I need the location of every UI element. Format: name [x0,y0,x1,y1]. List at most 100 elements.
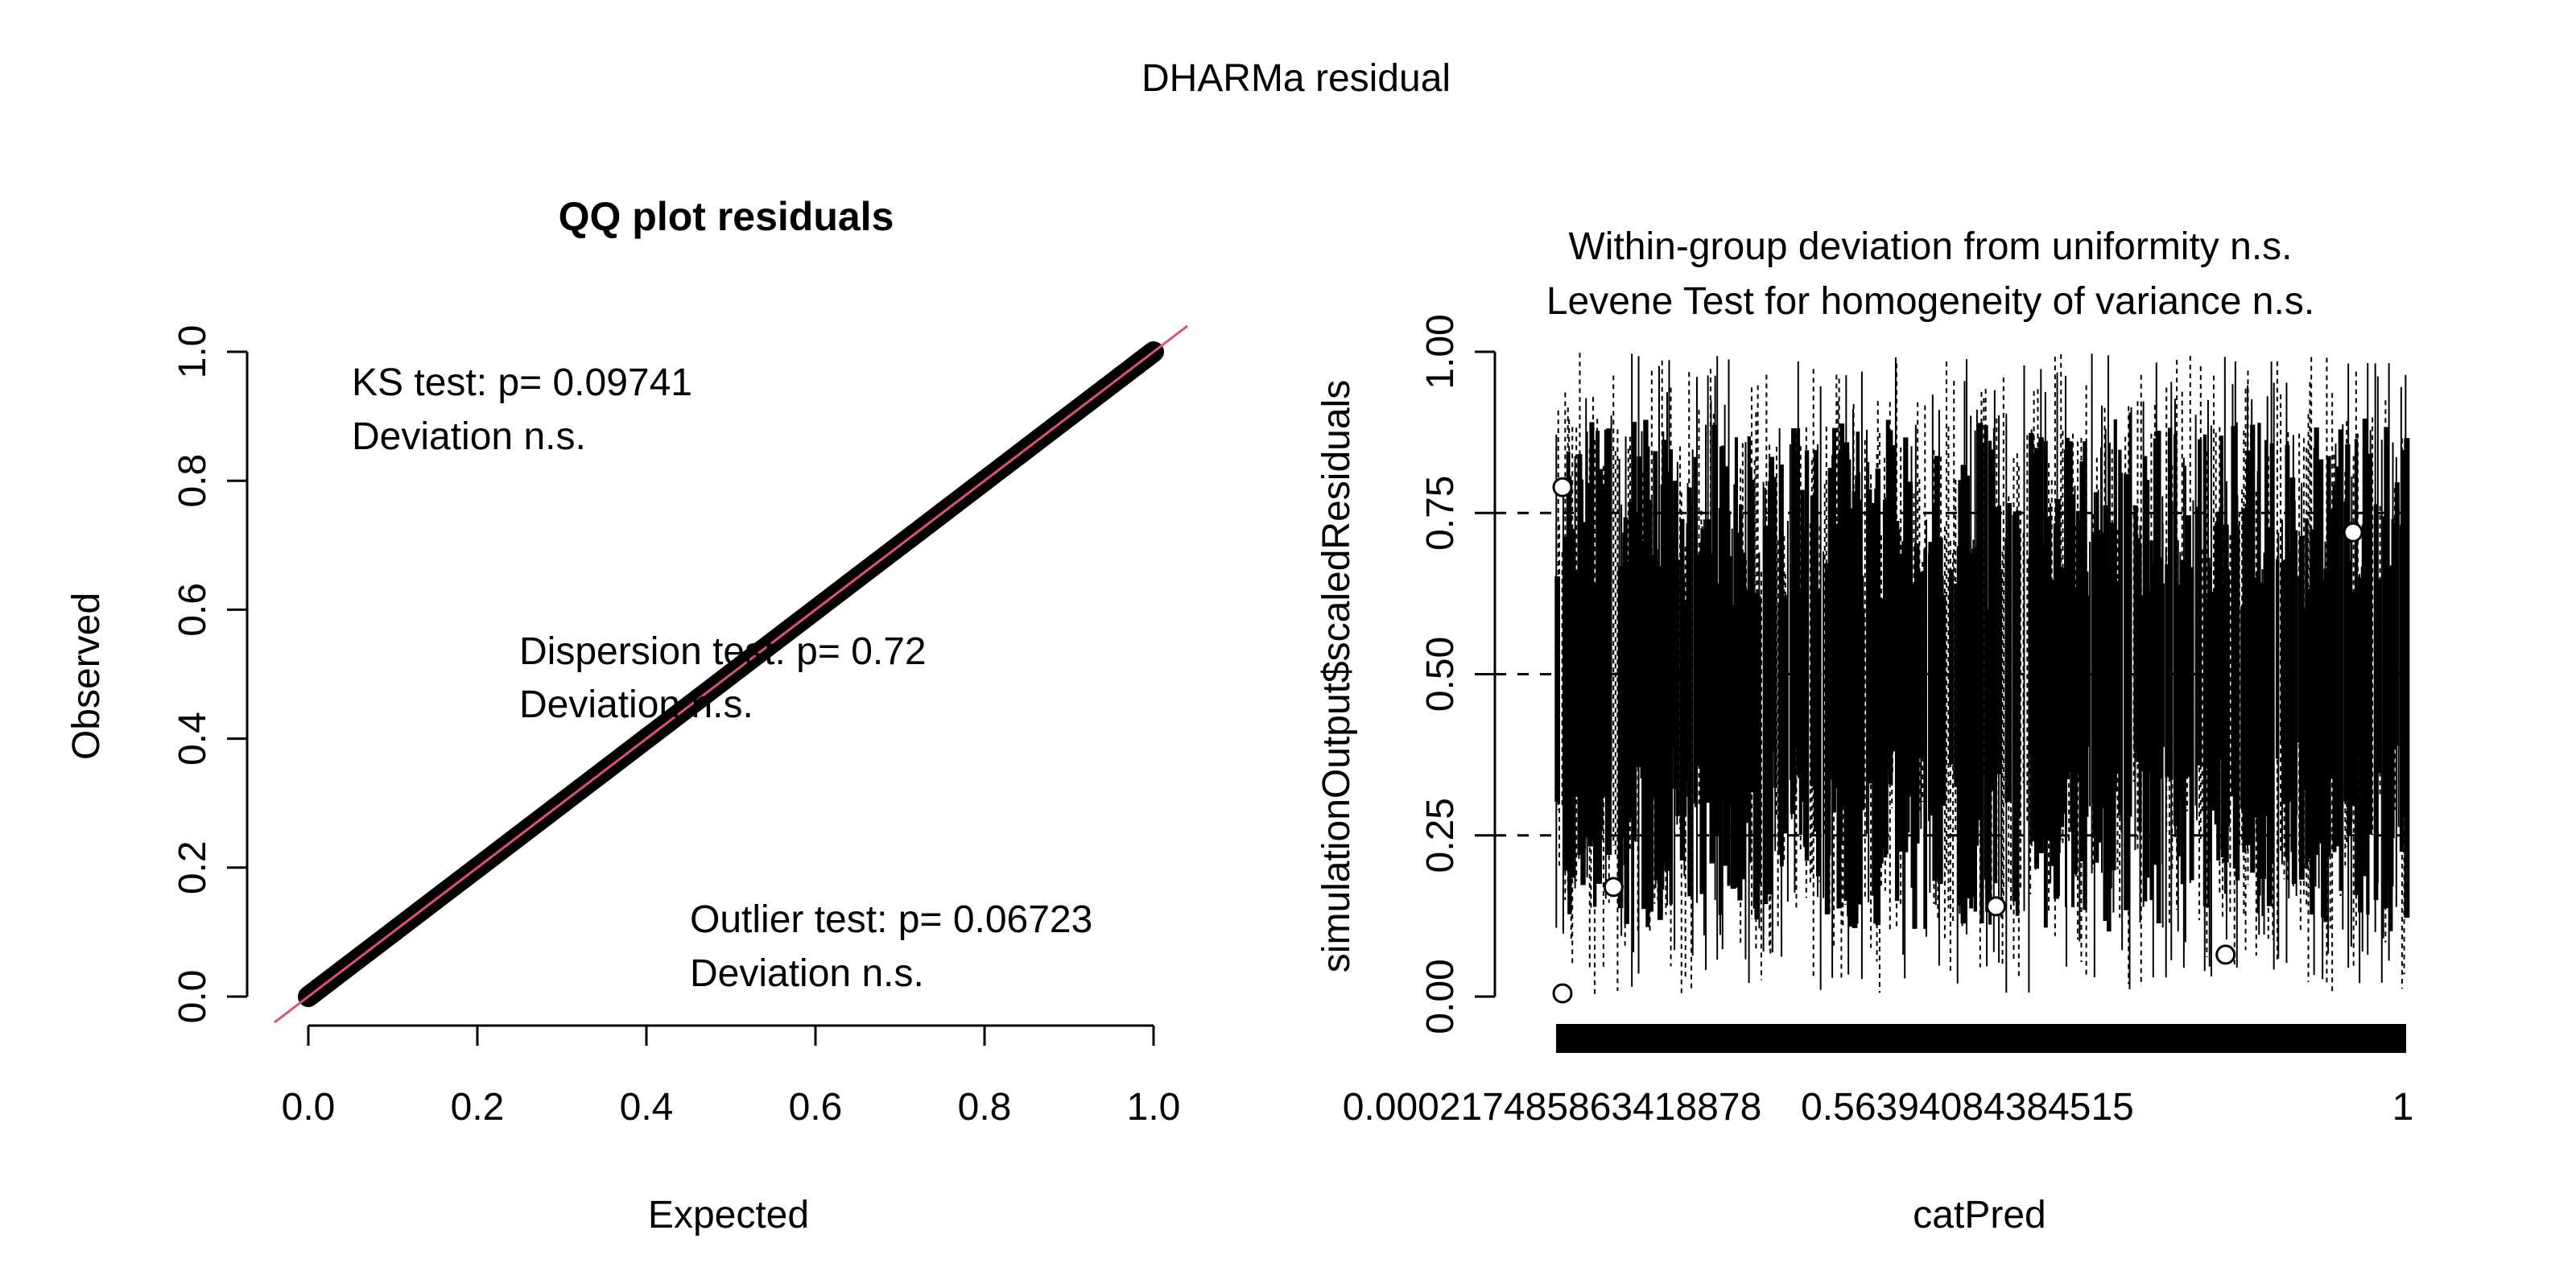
box-body [2358,577,2363,913]
box-y-tick-label: 0.75 [1419,476,1462,551]
box-y-tick-label: 0.50 [1419,637,1462,712]
box-body [1617,566,1624,909]
box-body [1749,479,1755,793]
box-body [1973,559,1977,912]
box-body [2139,595,2145,772]
residual-vs-predictor-panel: Within-group deviation from uniformity n… [1315,225,2413,1236]
qq-x-tick-label: 0.2 [451,1086,505,1129]
box-body [2036,565,2041,819]
qq-x-tick-label: 0.8 [958,1086,1012,1129]
box-body [2169,502,2174,779]
box-body [1815,588,1821,877]
box-body [2257,423,2261,896]
box-body [2266,526,2273,906]
box-body [2133,505,2138,752]
box-body [2293,530,2298,815]
box-body [1687,487,1692,897]
box-body [1777,605,1781,855]
box-body [2076,510,2080,773]
box-x-tick-label-last: 1 [2392,1086,2414,1129]
uniformity-test-title: Within-group deviation from uniformity n… [1568,225,2292,268]
box-body [1941,594,1946,806]
box-body [1563,536,1568,871]
box-body [2246,450,2251,840]
box-body [1554,576,1560,803]
box-body [1567,476,1572,914]
box-body [1673,481,1678,789]
outlier-test-deviation: Deviation n.s. [690,952,924,995]
box-body [1800,489,1805,802]
box-outlier-point [2215,944,2236,965]
box-body [2332,485,2337,852]
box-body [1730,605,1736,890]
box-body [1873,598,1877,924]
box-body [2384,427,2388,909]
box-body [2029,507,2035,842]
qq-y-axis-title: Observed [65,592,108,760]
box-outlier-point [1552,983,1573,1004]
box-body [1923,549,1927,929]
box-body [1907,481,1913,797]
box-body [1848,508,1853,927]
box-body [2388,568,2393,931]
box-y-tick-label: 0.00 [1419,959,1462,1034]
qq-y-tick-label: 0.6 [171,583,214,637]
box-body [1832,427,1836,813]
box-body [2209,592,2215,811]
box-outlier-point [2343,522,2363,543]
dispersion-test-deviation: Deviation n.s. [519,683,753,726]
box-body [2064,437,2070,762]
box-body [1575,570,1579,748]
box-body [1632,422,1637,841]
box-body [1852,491,1858,928]
box-body [1582,608,1587,849]
box-body [1965,475,1970,899]
box-outlier-point [1552,477,1573,497]
box-body [1969,553,1974,909]
box-body [2275,559,2280,759]
box-body [1728,555,1733,805]
box-body [1724,466,1730,761]
qq-y-tick-label: 0.2 [171,840,214,894]
qq-reference-line [274,324,1188,1024]
box-body [1670,536,1674,747]
box-y-tick-label: 0.25 [1419,798,1462,873]
ks-test-label: KS test: p= 0.09741 [352,361,692,404]
box-body [2136,538,2140,762]
box-body [1624,560,1629,924]
box-body [2216,511,2221,861]
box-body [2070,493,2075,908]
box-body [2310,529,2315,915]
box-body [1975,546,1979,846]
box-body [2158,557,2162,779]
qq-x-tick-label: 1.0 [1127,1086,1181,1129]
qq-plot-panel: QQ plot residuals 0.0 0.2 0.4 0.6 0.8 1.0 0.0… [65,194,1188,1236]
box-body [1883,516,1888,858]
box-body [2007,502,2012,802]
box-body [2305,518,2309,869]
box-body [1890,445,1896,752]
qq-y-tick-label: 1.0 [171,325,214,379]
box-body [1899,555,1905,852]
box-body [1913,543,1920,844]
box-body [1637,456,1642,744]
box-body [2373,504,2379,901]
box-body [1857,499,1863,905]
box-body [2350,604,2355,805]
box-body [2004,538,2008,803]
box-body [2214,523,2219,825]
box-body [1739,504,1743,800]
box-body [2326,456,2331,857]
box-body [2118,449,2122,816]
box-body [2269,443,2275,862]
box-body [1796,427,1801,775]
box-body [1718,508,1724,915]
box-body [2173,434,2178,827]
box-x-axis-tick-band [1556,1024,2406,1053]
box-body [1593,586,1597,907]
box-body [1897,529,1901,818]
box-body [1744,607,1748,762]
qq-x-axis: 0.0 0.2 0.4 0.6 0.8 1.0 [282,1024,1181,1129]
box-body [2363,436,2368,834]
